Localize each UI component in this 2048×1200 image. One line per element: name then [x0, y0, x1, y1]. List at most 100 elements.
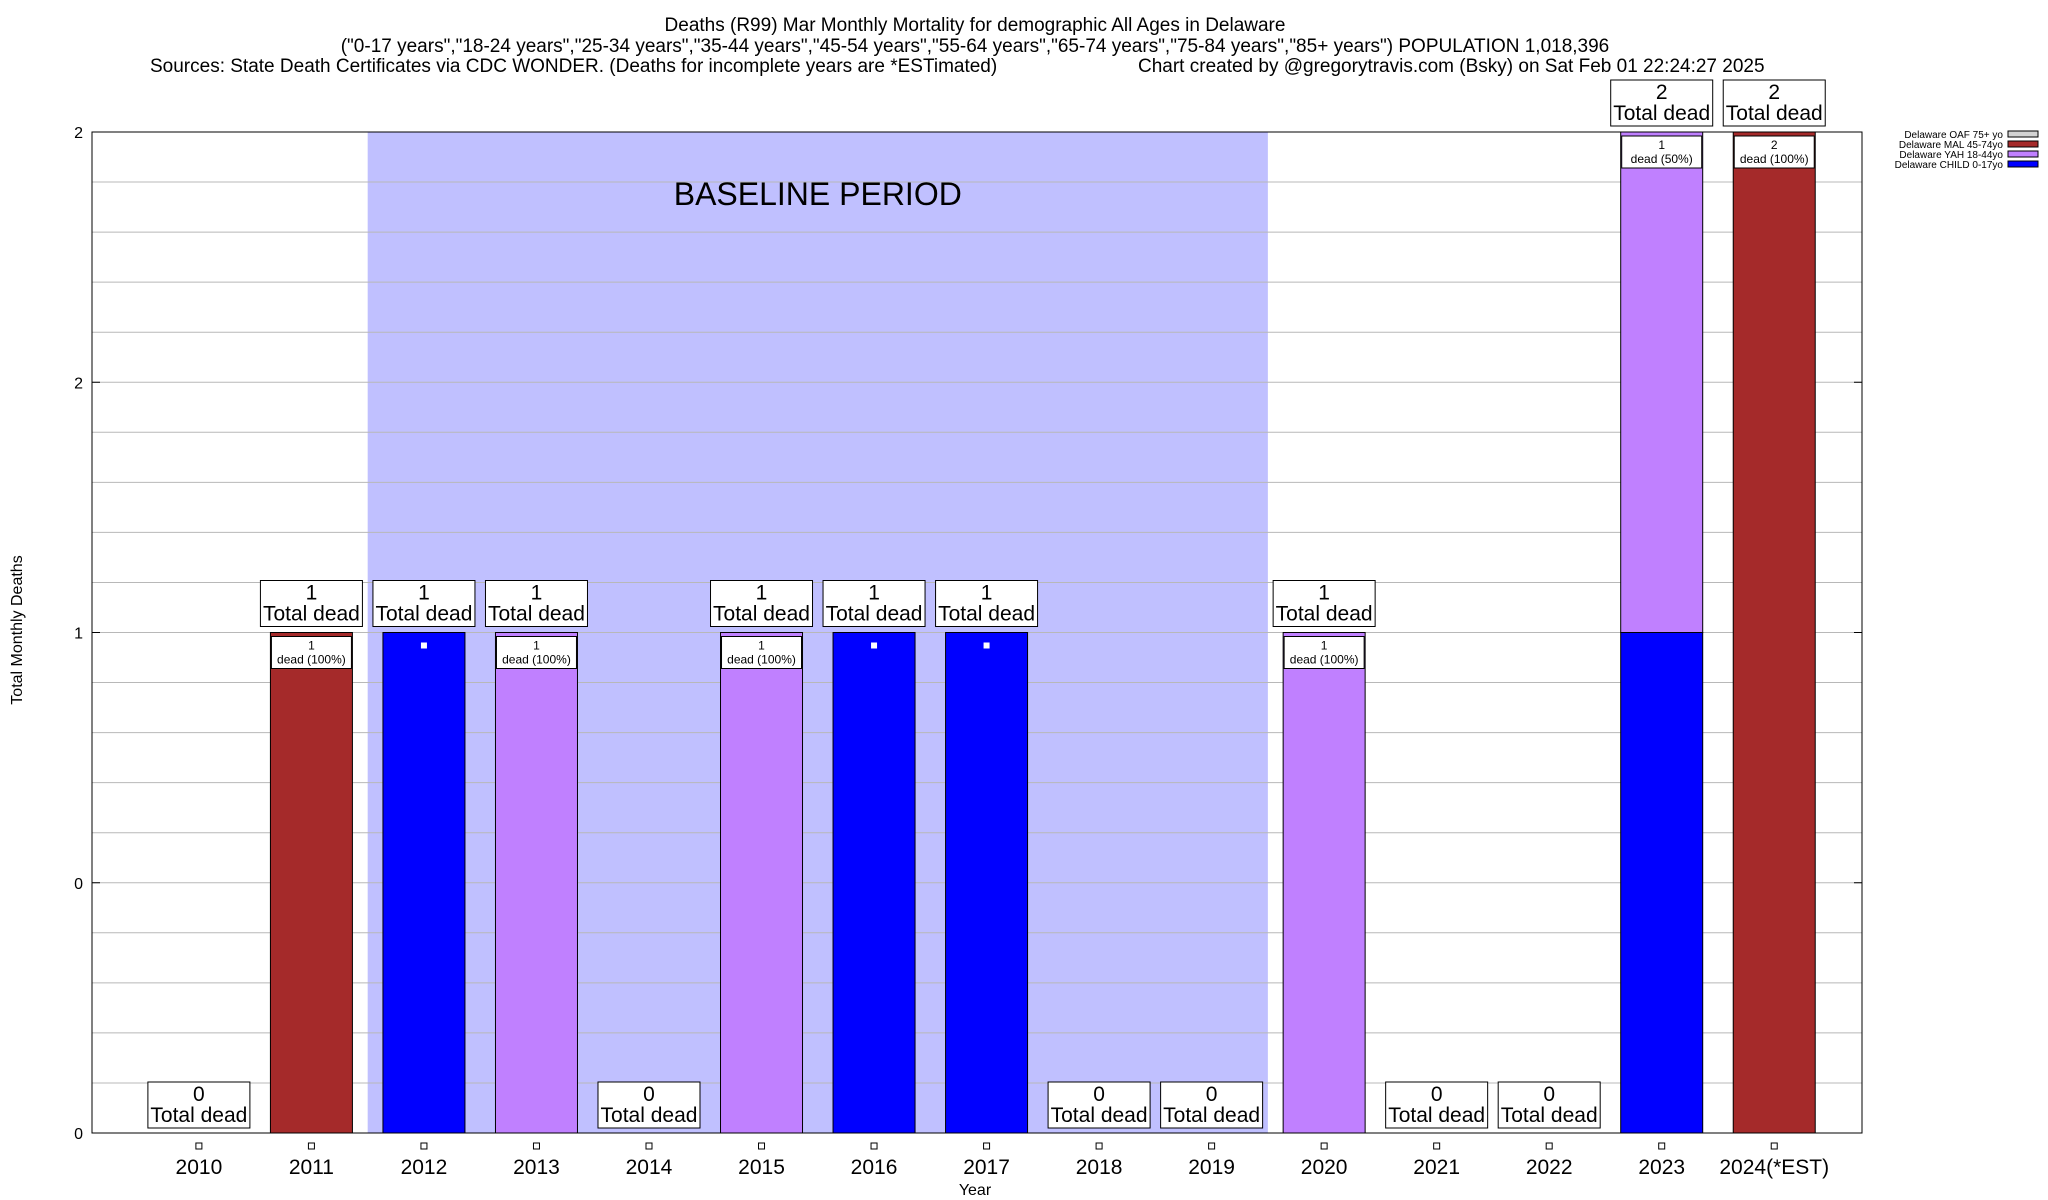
segment-count-label: 1 — [308, 639, 315, 653]
x-marker — [1095, 1142, 1103, 1150]
bar-marker — [871, 642, 878, 649]
bar-segment — [720, 632, 804, 1134]
x-marker — [420, 1142, 428, 1150]
segment-label-box — [1621, 135, 1703, 169]
plot-border — [91, 131, 1863, 1134]
legend-item-label: Delaware YAH 18-44yo — [1899, 150, 2003, 161]
total-dead-label: Total dead — [938, 603, 1035, 626]
total-box — [1160, 1081, 1264, 1129]
segment-count-label: 1 — [758, 639, 765, 653]
total-dead-label: Total dead — [488, 603, 585, 626]
total-dead-label: Total dead — [1276, 603, 1373, 626]
total-box — [822, 580, 926, 627]
segment-count-label: 2 — [1771, 138, 1778, 152]
total-dead-label: Total dead — [1388, 1104, 1485, 1127]
x-tick-label: 2019 — [1188, 1156, 1235, 1179]
x-tick-label: 2015 — [738, 1156, 785, 1179]
segment-label-box — [1283, 636, 1365, 669]
total-box — [1385, 1081, 1489, 1129]
total-box — [1610, 79, 1714, 127]
bar-segment — [1620, 632, 1704, 1134]
total-count-label: 0 — [1543, 1083, 1555, 1106]
total-dead-label: Total dead — [713, 603, 810, 626]
bar-segment — [382, 632, 466, 1134]
total-box — [710, 580, 814, 627]
y-tick-label: 2 — [74, 375, 83, 392]
segment-percent-label: dead (100%) — [277, 653, 346, 667]
x-tick-label: 2014 — [626, 1156, 673, 1179]
total-box — [597, 1081, 701, 1129]
total-count-label: 2 — [1768, 81, 1780, 104]
legend-swatch — [2007, 160, 2039, 168]
x-marker — [1770, 1142, 1778, 1150]
x-marker — [1320, 1142, 1328, 1150]
total-dead-label: Total dead — [150, 1104, 247, 1127]
segment-percent-label: dead (100%) — [1290, 653, 1359, 667]
x-tick-label: 2021 — [1413, 1156, 1460, 1179]
total-box — [259, 580, 363, 627]
chart-credit-line: Chart created by @gregorytravis.com (Bsk… — [1138, 56, 1765, 77]
total-count-label: 0 — [1431, 1083, 1443, 1106]
segment-count-label: 1 — [533, 639, 540, 653]
segment-label-box — [1733, 135, 1815, 169]
total-count-label: 0 — [193, 1083, 205, 1106]
total-box — [1047, 1081, 1151, 1129]
total-box — [484, 580, 588, 627]
legend-item-label: Delaware CHILD 0-17yo — [1895, 160, 2004, 171]
x-tick-label: 2020 — [1301, 1156, 1348, 1179]
total-dead-label: Total dead — [1163, 1104, 1260, 1127]
x-marker — [645, 1142, 653, 1150]
total-box — [1722, 79, 1826, 127]
total-box — [1272, 580, 1376, 627]
total-count-label: 1 — [868, 582, 880, 605]
x-marker — [532, 1142, 540, 1150]
total-count-label: 1 — [531, 582, 543, 605]
total-count-label: 1 — [306, 582, 318, 605]
x-marker — [1433, 1142, 1441, 1150]
total-count-label: 1 — [981, 582, 993, 605]
total-box — [1497, 1081, 1601, 1129]
x-tick-label: 2024(*EST) — [1719, 1156, 1829, 1179]
total-dead-label: Total dead — [375, 603, 472, 626]
segment-percent-label: dead (100%) — [1740, 152, 1809, 166]
bar-segment — [832, 632, 916, 1134]
total-count-label: 1 — [1318, 582, 1330, 605]
total-dead-label: Total dead — [263, 603, 360, 626]
x-tick-label: 2012 — [401, 1156, 448, 1179]
x-marker — [983, 1142, 991, 1150]
total-dead-label: Total dead — [1051, 1104, 1148, 1127]
segment-percent-label: dead (100%) — [727, 653, 796, 667]
total-dead-label: Total dead — [1501, 1104, 1598, 1127]
legend-swatch — [2007, 140, 2039, 148]
chart-title-line-2: ("0-17 years","18-24 years","25-34 years… — [341, 36, 1610, 57]
x-tick-label: 2017 — [963, 1156, 1010, 1179]
total-count-label: 1 — [756, 582, 768, 605]
total-box — [372, 580, 476, 627]
bar-segment — [494, 632, 578, 1134]
legend-item-label: Delaware MAL 45-74yo — [1899, 140, 2004, 151]
bar-marker — [983, 642, 990, 649]
total-count-label: 0 — [1093, 1083, 1105, 1106]
chart-sources-line: Sources: State Death Certificates via CD… — [150, 56, 997, 77]
bar-segment — [1620, 131, 1704, 633]
x-tick-label: 2010 — [176, 1156, 223, 1179]
x-marker — [1208, 1142, 1216, 1150]
x-marker — [195, 1142, 203, 1150]
segment-label-box — [495, 636, 577, 669]
bar-segment — [945, 632, 1029, 1134]
x-marker — [307, 1142, 315, 1150]
total-count-label: 0 — [643, 1083, 655, 1106]
bar-segment — [1732, 131, 1816, 1134]
y-axis-label: Total Monthly Deaths — [9, 555, 26, 704]
x-tick-label: 2013 — [513, 1156, 560, 1179]
x-marker — [870, 1142, 878, 1150]
segment-label-box — [721, 636, 803, 669]
legend-swatch — [2007, 130, 2039, 138]
y-tick-label: 0 — [74, 1126, 83, 1143]
segment-percent-label: dead (100%) — [502, 653, 571, 667]
bar-segment — [1282, 632, 1366, 1134]
total-box — [935, 580, 1039, 627]
